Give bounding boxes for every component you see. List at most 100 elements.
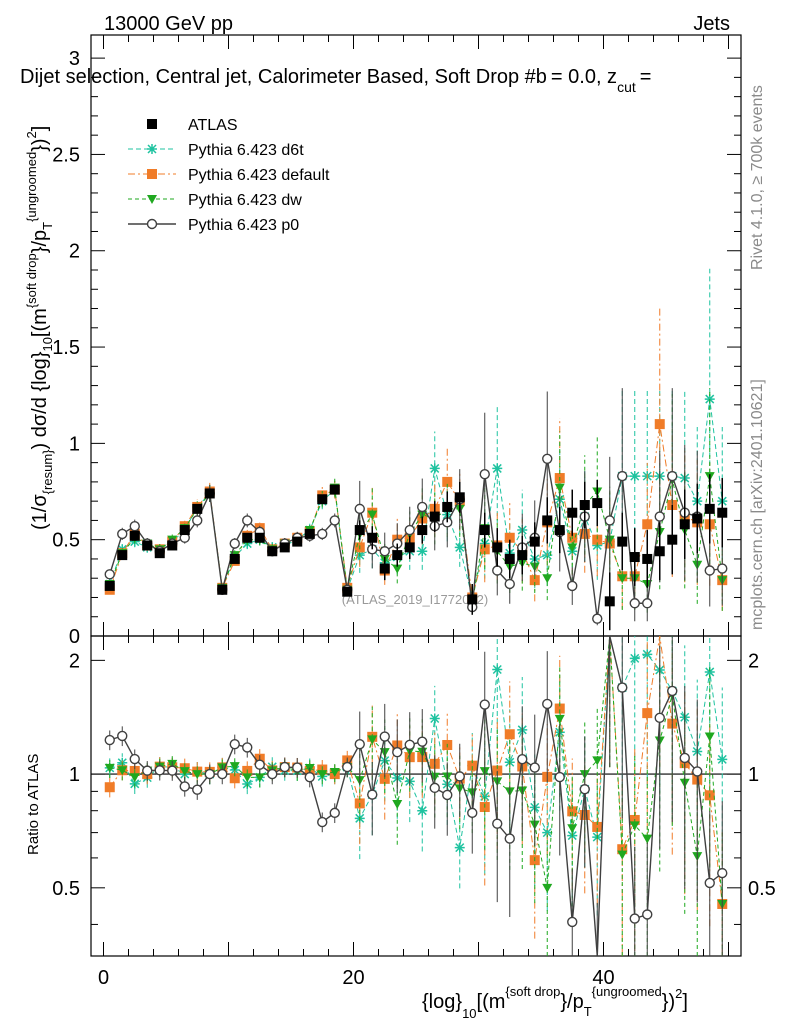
ratio-point <box>154 765 165 776</box>
title-main: Dijet selection, Central jet, Calorimete… <box>20 66 547 88</box>
atlas-point <box>117 550 128 561</box>
legend-item: Pythia 6.423 default <box>128 167 330 184</box>
data-point <box>629 471 640 482</box>
data-point <box>592 534 603 545</box>
atlas-point <box>104 580 115 591</box>
side-text-mcplots: mcplots.cern.ch [arXiv:2401.10621] <box>749 379 766 630</box>
y-tick-label-main: 0 <box>69 626 80 648</box>
ratio-point <box>317 770 328 780</box>
y-tick-label-ratio: 1 <box>69 764 80 786</box>
ratio-point <box>629 653 640 664</box>
ratio-point <box>667 685 678 697</box>
ratio-point <box>504 729 515 740</box>
data-point <box>504 578 515 590</box>
data-point <box>354 503 365 515</box>
ratio-point <box>117 730 128 742</box>
atlas-point <box>367 532 378 543</box>
ratio-point <box>104 734 115 746</box>
data-point <box>704 565 715 576</box>
data-point <box>442 476 453 487</box>
atlas-point <box>317 494 328 505</box>
atlas-point <box>692 513 703 524</box>
series-3-ratio <box>104 635 728 956</box>
atlas-point <box>642 553 653 564</box>
ratio-point <box>104 763 115 773</box>
ratio-point <box>567 806 578 817</box>
data-point <box>242 515 253 526</box>
legend-item: Pythia 6.423 p0 <box>128 217 299 234</box>
title-tail: = 0.0, z <box>551 66 617 88</box>
series-1-main <box>104 307 728 611</box>
data-point <box>367 510 378 520</box>
data-point <box>567 543 578 553</box>
ratio-point <box>692 766 703 777</box>
legend-label: Pythia 6.423 dw <box>188 192 302 209</box>
series-2-main <box>104 388 728 613</box>
side-text-rivet: Rivet 4.1.0, ≥ 700k events <box>749 85 766 270</box>
atlas-data <box>104 474 728 631</box>
x-tick-label: 0 <box>98 967 109 989</box>
ratio-point <box>329 807 340 819</box>
ratio-point <box>117 766 128 776</box>
ratio-point <box>429 782 440 794</box>
ratio-point <box>642 834 653 844</box>
ratio-point <box>279 761 290 773</box>
ratio-point <box>492 818 503 829</box>
atlas-point <box>492 542 503 553</box>
data-point <box>667 470 678 482</box>
ratio-point <box>367 735 378 745</box>
data-point <box>392 564 403 574</box>
data-point <box>654 511 665 522</box>
atlas-point <box>142 540 153 551</box>
y-tick-label-main: 2.5 <box>52 144 80 166</box>
atlas-point <box>442 501 453 512</box>
data-point <box>542 574 553 584</box>
y-tick-label-ratio: 0.5 <box>52 878 80 900</box>
data-point <box>317 528 328 540</box>
data-point <box>492 463 503 474</box>
ratio-point <box>542 883 553 893</box>
atlas-point <box>217 584 228 595</box>
data-point <box>479 544 490 555</box>
ratio-point <box>242 742 253 753</box>
atlas-point <box>304 528 315 539</box>
y-axis-label: (1/σ{resum}) dσ/d {log}10[(m{soft drop}/… <box>24 126 55 530</box>
ratio-point <box>567 916 578 928</box>
ratio-point <box>542 698 553 710</box>
ratio-point <box>704 666 715 677</box>
ratio-point <box>454 842 465 853</box>
atlas-point <box>417 525 428 536</box>
ratio-y-label: Ratio to ATLAS <box>25 754 42 855</box>
y-tick-label-main: 2 <box>69 241 80 263</box>
series-line <box>109 476 723 604</box>
series-line <box>109 458 723 619</box>
y-tick-label-main: 0.5 <box>52 530 80 552</box>
data-point <box>617 470 628 482</box>
header-right: Jets <box>693 13 730 35</box>
x-tick-label: 20 <box>342 967 364 989</box>
atlas-point <box>329 484 340 495</box>
data-point <box>129 521 140 532</box>
atlas-point <box>292 536 303 547</box>
atlas-point <box>454 492 465 503</box>
atlas-point <box>504 553 515 564</box>
ratio-point <box>629 821 640 831</box>
data-point <box>629 598 640 609</box>
x-axis-label: {log}10[(m{soft drop}/pT{ungroomed})2] <box>422 984 688 1021</box>
ratio-point <box>254 759 265 770</box>
ratio-point <box>217 768 228 780</box>
x-tick-label: 40 <box>592 967 614 989</box>
ratio-point <box>592 821 603 832</box>
legend-marker <box>146 218 158 230</box>
data-point <box>604 515 615 526</box>
ratio-point <box>192 784 203 795</box>
ratio-point <box>429 713 440 724</box>
ratio-point <box>417 805 428 816</box>
ratio-point <box>229 773 240 784</box>
ratio-point <box>267 768 278 780</box>
data-point <box>654 419 665 430</box>
atlas-point <box>129 530 140 541</box>
ratio-point <box>542 827 553 838</box>
title-end: = <box>640 66 652 88</box>
